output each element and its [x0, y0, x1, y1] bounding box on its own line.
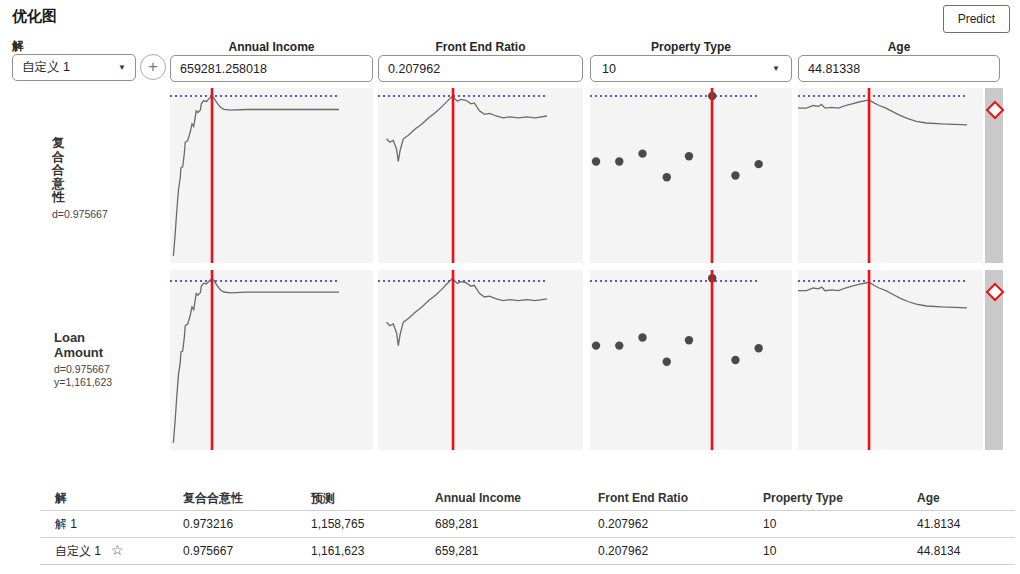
front-end-ratio-input[interactable] [378, 55, 583, 82]
annual-income-input[interactable] [170, 55, 373, 82]
response-y-value: y=1,161,623 [54, 376, 164, 389]
profile-plot-loan-amount-age[interactable] [798, 270, 983, 450]
solutions-table: 解 复合合意性 预测 Annual Income Front End Ratio… [40, 486, 1015, 565]
desirability-diamond-icon [985, 100, 1005, 120]
profile-plot-loan-amount-front-end-ratio[interactable] [378, 270, 583, 450]
property-type-dropdown-value: 10 [602, 62, 616, 76]
desirability-strip [985, 270, 1003, 450]
cell-desirability: 0.975667 [168, 544, 296, 558]
solution-label: 解 [12, 38, 24, 55]
response-label-loan-amount: Loan Amount d=0.975667 y=1,161,623 [54, 331, 164, 389]
profile-plot-loan-amount-annual-income[interactable] [170, 270, 373, 450]
chevron-down-icon: ▼ [772, 64, 780, 73]
solution-dropdown[interactable]: 自定义 1 ▼ [12, 54, 136, 81]
factor-header-property-type: Property Type [590, 40, 792, 54]
cell-prediction: 1,158,765 [296, 517, 420, 531]
desirability-diamond-icon [985, 282, 1005, 302]
age-input[interactable] [798, 55, 1000, 82]
profile-plot-loan-amount-property-type[interactable] [590, 270, 792, 450]
table-row-solution-1[interactable]: 解 1 0.973216 1,158,765 689,281 0.207962 … [40, 511, 1015, 538]
factor-header-annual-income: Annual Income [170, 40, 373, 54]
property-type-dropdown[interactable]: 10 ▼ [590, 55, 792, 82]
cell-front-end-ratio: 0.207962 [583, 544, 748, 558]
column-header: 预测 [296, 490, 420, 507]
add-solution-button[interactable]: + [140, 54, 166, 80]
profile-plot-desirability-annual-income[interactable] [170, 88, 373, 263]
cell-annual-income: 659,281 [420, 544, 583, 558]
optimization-plot-window: 优化图 Predict 解 自定义 1 ▼ + Annual Income Fr… [0, 0, 1020, 574]
cell-property-type: 10 [748, 517, 902, 531]
factor-header-age: Age [798, 40, 1000, 54]
cell-prediction: 1,161,623 [296, 544, 420, 558]
response-name: Loan Amount [54, 331, 164, 360]
predict-button[interactable]: Predict [943, 5, 1010, 33]
cell-solution-name-text: 自定义 1 [55, 544, 101, 558]
table-row-custom-1[interactable]: 自定义 1 ☆ 0.975667 1,161,623 659,281 0.2079… [40, 538, 1015, 565]
solution-dropdown-value: 自定义 1 [22, 59, 70, 76]
column-header: 复合合意性 [168, 490, 296, 507]
cell-age: 44.8134 [902, 544, 1015, 558]
column-header: Property Type [748, 491, 902, 505]
factor-header-front-end-ratio: Front End Ratio [378, 40, 583, 54]
desirability-strip [985, 88, 1003, 263]
star-icon[interactable]: ☆ [111, 542, 124, 558]
response-d-value: d=0.975667 [54, 363, 164, 376]
column-header: Front End Ratio [583, 491, 748, 505]
cell-property-type: 10 [748, 544, 902, 558]
cell-front-end-ratio: 0.207962 [583, 517, 748, 531]
profile-plot-desirability-front-end-ratio[interactable] [378, 88, 583, 263]
response-label-desirability: 复 合 合 意 性 d=0.975667 [52, 137, 162, 221]
chevron-down-icon: ▼ [118, 63, 126, 72]
column-header: 解 [40, 490, 168, 507]
column-header: Age [902, 491, 1015, 505]
cell-age: 41.8134 [902, 517, 1015, 531]
column-header: Annual Income [420, 491, 583, 505]
cell-desirability: 0.973216 [168, 517, 296, 531]
plus-icon: + [148, 57, 158, 76]
profile-plot-desirability-property-type[interactable] [590, 88, 792, 263]
response-name: 复 合 合 意 性 [52, 137, 162, 205]
response-d-value: d=0.975667 [52, 208, 162, 221]
solutions-table-header: 解 复合合意性 预测 Annual Income Front End Ratio… [40, 486, 1015, 511]
cell-solution-name: 自定义 1 ☆ [40, 542, 168, 560]
cell-solution-name: 解 1 [40, 516, 168, 533]
profile-plot-desirability-age[interactable] [798, 88, 983, 263]
page-title: 优化图 [12, 7, 57, 26]
cell-annual-income: 689,281 [420, 517, 583, 531]
